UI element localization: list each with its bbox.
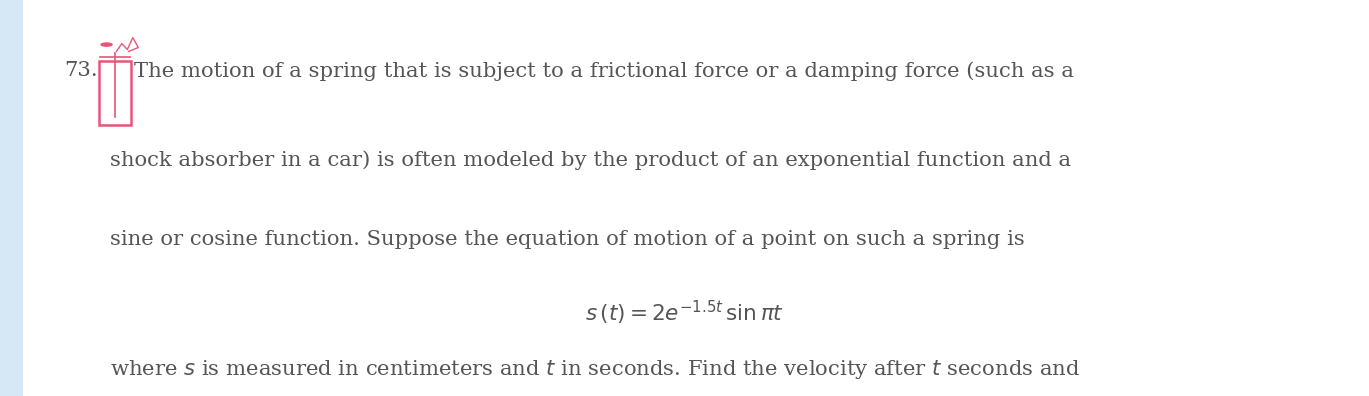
Text: shock absorber in a car) is often modeled by the product of an exponential funct: shock absorber in a car) is often modele…: [110, 150, 1071, 170]
Text: sine or cosine function. Suppose the equation of motion of a point on such a spr: sine or cosine function. Suppose the equ…: [110, 230, 1024, 249]
Circle shape: [101, 43, 112, 46]
Bar: [0, 0, 23, 396]
FancyBboxPatch shape: [99, 61, 131, 125]
Text: where $s$ is measured in centimeters and $t$ in seconds. Find the velocity after: where $s$ is measured in centimeters and…: [110, 358, 1080, 381]
Text: $s\,(t) = 2e^{-1.5t}\,\sin \pi t$: $s\,(t) = 2e^{-1.5t}\,\sin \pi t$: [585, 299, 784, 327]
Text: The motion of a spring that is subject to a frictional force or a damping force : The motion of a spring that is subject t…: [134, 61, 1075, 81]
Text: 73.: 73.: [64, 61, 99, 80]
